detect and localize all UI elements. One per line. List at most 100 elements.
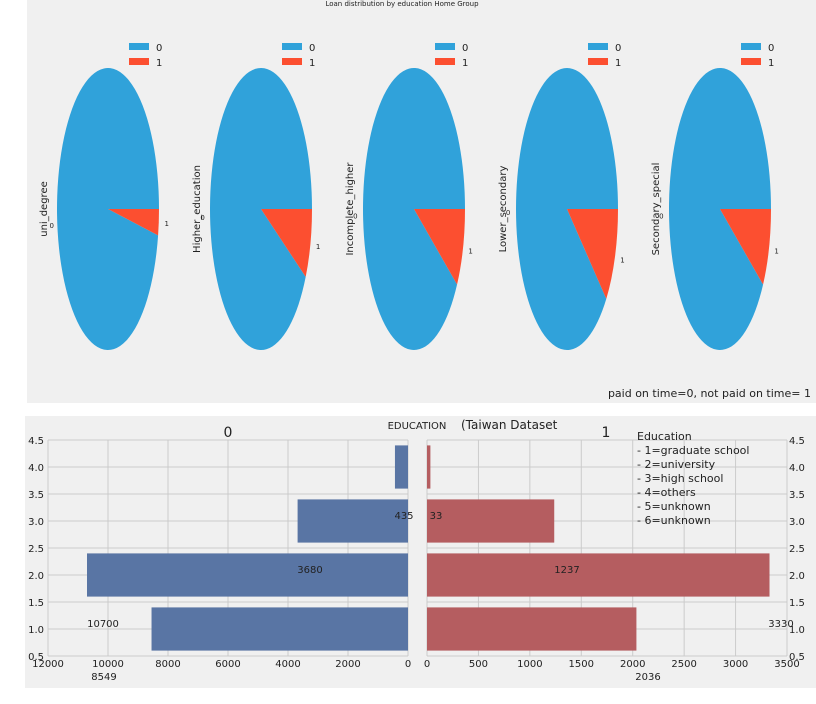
pie-label-1: 1 bbox=[774, 248, 778, 256]
pie-label-0: 0 bbox=[200, 214, 204, 222]
right-data-label: 2036 bbox=[635, 672, 660, 683]
pie-panel-title: Loan distribution by education Home Grou… bbox=[325, 0, 479, 8]
legend-label-1: 1 bbox=[156, 58, 162, 69]
right-x-tick: 2500 bbox=[671, 659, 696, 670]
pie-slice-0 bbox=[516, 68, 618, 351]
left-y-tick: 0.5 bbox=[28, 652, 44, 663]
left-data-label: 10700 bbox=[87, 619, 119, 630]
legend-swatch-0 bbox=[741, 43, 761, 50]
bar-panel: 12000 10000 8000 6000 4000 2000 00.51.01.52.02… bbox=[25, 416, 816, 688]
legend-label-1: 1 bbox=[768, 58, 774, 69]
left-x-tick: 0 bbox=[405, 659, 411, 670]
legend-swatch-1 bbox=[129, 58, 149, 65]
right-y-tick: 3.0 bbox=[789, 517, 805, 528]
legend-label-0: 0 bbox=[309, 43, 315, 54]
left-x-tick: 8000 bbox=[155, 659, 180, 670]
left-bar-2 bbox=[87, 553, 408, 597]
right-x-tick: 1000 bbox=[517, 659, 542, 670]
legend-swatch-0 bbox=[282, 43, 302, 50]
education-legend-heading: Education bbox=[637, 430, 692, 443]
right-y-tick: 1.0 bbox=[789, 625, 805, 636]
education-legend: Education- 1=graduate school- 2=universi… bbox=[637, 430, 749, 527]
education-legend-line: - 6=unknown bbox=[637, 514, 711, 527]
right-y-tick: 3.5 bbox=[789, 490, 805, 501]
right-x-tick: 3000 bbox=[723, 659, 748, 670]
right-y-tick: 4.0 bbox=[789, 463, 805, 474]
pie-slice-0 bbox=[363, 67, 465, 350]
pie-group: 10uni_degree0110Higher_education0110Inco… bbox=[39, 43, 779, 351]
right-x-tick: 500 bbox=[469, 659, 488, 670]
pie-label-0: 0 bbox=[50, 222, 54, 230]
legend-swatch-1 bbox=[435, 58, 455, 65]
legend-swatch-1 bbox=[741, 58, 761, 65]
legend-swatch-0 bbox=[129, 43, 149, 50]
pie-slice-0 bbox=[57, 67, 160, 350]
legend-label-0: 0 bbox=[768, 43, 774, 54]
right-y-tick: 1.5 bbox=[789, 598, 805, 609]
right-y-tick: 2.0 bbox=[789, 571, 805, 582]
left-y-tick: 4.5 bbox=[28, 436, 44, 447]
left-x-tick: 2000 bbox=[335, 659, 360, 670]
right-x-tick: 2000 bbox=[620, 659, 645, 670]
pie-ylabel: Secondary_special bbox=[651, 163, 662, 256]
left-y-tick: 1.5 bbox=[28, 598, 44, 609]
legend-label-1: 1 bbox=[462, 58, 468, 69]
right-bar-title: 1 bbox=[602, 425, 611, 441]
left-bar-4 bbox=[394, 445, 408, 489]
bar-subtitle: (Taiwan Dataset bbox=[461, 418, 558, 432]
pie-label-0: 0 bbox=[353, 212, 357, 220]
right-data-label: 1237 bbox=[554, 565, 579, 576]
left-x-tick: 12000 bbox=[32, 659, 64, 670]
legend-swatch-0 bbox=[435, 43, 455, 50]
right-x-tick: 3500 bbox=[774, 659, 799, 670]
left-y-tick: 2.5 bbox=[28, 544, 44, 555]
pie-slice-0 bbox=[210, 68, 312, 351]
left-data-label: 8549 bbox=[91, 672, 116, 683]
right-data-label: 33 bbox=[430, 511, 443, 522]
bar-title: EDUCATION bbox=[388, 421, 447, 432]
left-bar-title: 0 bbox=[224, 425, 233, 441]
pie-slice-1 bbox=[261, 209, 312, 277]
pie-ylabel: Higher_education bbox=[192, 165, 203, 253]
right-bar-3 bbox=[427, 499, 555, 543]
pie-ylabel: uni_degree bbox=[39, 181, 50, 237]
education-legend-line: - 2=university bbox=[637, 458, 716, 471]
pie-slice-1 bbox=[567, 209, 618, 299]
legend-swatch-0 bbox=[588, 43, 608, 50]
left-x-tick: 4000 bbox=[275, 659, 300, 670]
left-x-tick: 6000 bbox=[215, 659, 240, 670]
pie-slice-1 bbox=[108, 209, 159, 236]
legend-label-0: 0 bbox=[156, 43, 162, 54]
right-x-tick: 1500 bbox=[569, 659, 594, 670]
education-legend-line: - 1=graduate school bbox=[637, 444, 749, 457]
left-bar-1 bbox=[151, 607, 408, 651]
left-x-tick: 10000 bbox=[92, 659, 124, 670]
pie-panel: Loan distribution by education Home Grou… bbox=[27, 0, 816, 403]
left-y-tick: 3.5 bbox=[28, 490, 44, 501]
right-bar-2 bbox=[427, 553, 770, 597]
education-legend-line: - 3=high school bbox=[637, 472, 723, 485]
pie-footnote: paid on time=0, not paid on time= 1 bbox=[608, 387, 811, 400]
right-bar-1 bbox=[427, 607, 637, 651]
education-legend-line: - 4=others bbox=[637, 486, 696, 499]
pie-label-0: 0 bbox=[506, 209, 510, 217]
pie-label-1: 1 bbox=[165, 220, 169, 228]
pie-slice-1 bbox=[720, 209, 771, 285]
pie-ylabel: Lower_secondary bbox=[498, 166, 509, 253]
right-y-tick: 4.5 bbox=[789, 436, 805, 447]
right-y-tick: 0.5 bbox=[789, 652, 805, 663]
pie-label-0: 0 bbox=[659, 212, 663, 220]
left-data-label: 435 bbox=[394, 511, 413, 522]
pie-slice-0 bbox=[669, 68, 771, 351]
legend-label-1: 1 bbox=[615, 58, 621, 69]
left-y-tick: 3.0 bbox=[28, 517, 44, 528]
pie-label-1: 1 bbox=[468, 248, 472, 256]
right-x-tick: 0 bbox=[424, 659, 430, 670]
left-bar-axes: 12000 10000 8000 6000 4000 2000 0 0.5 1.0 1.5 2.0 2… bbox=[28, 436, 413, 683]
legend-label-0: 0 bbox=[462, 43, 468, 54]
